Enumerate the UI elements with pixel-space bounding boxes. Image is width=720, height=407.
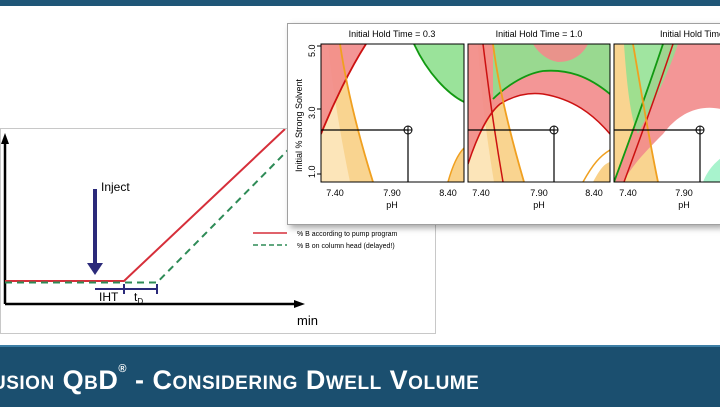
x-axis-unit-label: min <box>297 313 318 328</box>
y-tick-label: 1.0 <box>307 165 317 178</box>
top-accent-bar <box>0 0 720 6</box>
inject-label: Inject <box>101 180 130 194</box>
slide-footer: usion QbD® - Considering Dwell Volume <box>0 345 720 407</box>
resolution-panel-1 <box>321 44 464 182</box>
x-tick-label: 7.90 <box>530 188 548 198</box>
x-tick-label: 7.90 <box>383 188 401 198</box>
pump-program-line <box>5 129 286 282</box>
resolution-panel-2 <box>468 44 610 182</box>
legend-label-column-head: % B on column head (delayed!) <box>297 243 395 250</box>
x-axis-label: pH <box>386 200 398 210</box>
gradient-delay-svg: min Inject IHT tD % B according to pump … <box>1 129 398 328</box>
panel-frame-3 <box>613 43 720 183</box>
x-axis-label: pH <box>533 200 545 210</box>
y-tick-label: 5.0 <box>307 44 317 57</box>
td-label: tD <box>134 290 143 306</box>
x-tick-label: 7.40 <box>326 188 344 198</box>
y-axis-arrowhead <box>1 133 9 144</box>
resolution-map-figure: Initial % Strong Solvent 5.0 3.0 1.0 Ini… <box>287 23 720 225</box>
x-axis-arrowhead <box>294 300 305 308</box>
iht-label: IHT <box>99 290 119 304</box>
panel-frame-2 <box>467 43 611 183</box>
x-tick-label: 7.40 <box>472 188 490 198</box>
y-tick-label: 3.0 <box>307 106 317 119</box>
panel-frame-1 <box>320 43 465 183</box>
column-head-delayed-line <box>5 146 292 284</box>
panel-title-2: Initial Hold Time = 1.0 <box>496 29 583 39</box>
slide-title: usion QbD® - Considering Dwell Volume <box>0 363 480 395</box>
panel-title-3: Initial Hold Time = 1 <box>660 29 720 39</box>
x-tick-label: 8.40 <box>585 188 603 198</box>
resolution-panel-3 <box>614 44 720 182</box>
x-tick-label: 7.40 <box>619 188 637 198</box>
x-axis-label: pH <box>678 200 690 210</box>
y-axis-label: Initial % Strong Solvent <box>294 78 304 172</box>
inject-arrow-icon <box>87 263 103 275</box>
x-tick-label: 7.90 <box>675 188 693 198</box>
panel-title-1: Initial Hold Time = 0.3 <box>349 29 436 39</box>
x-tick-label: 8.40 <box>439 188 457 198</box>
resolution-map-svg: Initial % Strong Solvent 5.0 3.0 1.0 Ini… <box>294 29 720 210</box>
legend-label-pump: % B according to pump program <box>297 231 398 238</box>
